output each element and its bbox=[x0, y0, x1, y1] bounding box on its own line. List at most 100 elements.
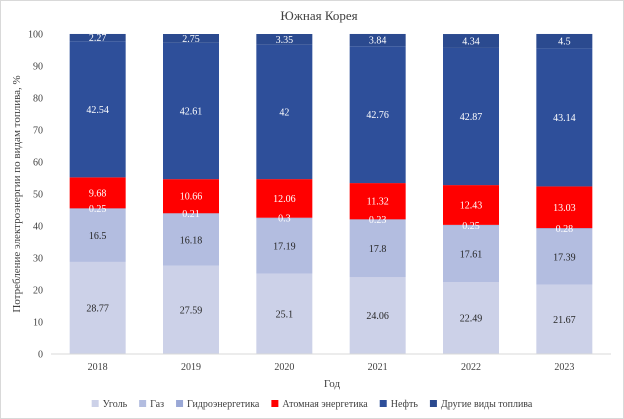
bar-segment bbox=[536, 33, 593, 49]
data-label: 3.84 bbox=[369, 36, 387, 47]
bar-segment bbox=[536, 229, 593, 285]
legend-swatch bbox=[176, 400, 184, 407]
bar-segment bbox=[443, 224, 499, 226]
bar-segment bbox=[349, 219, 406, 221]
x-axis-title: Год bbox=[324, 378, 341, 390]
data-label: 10.66 bbox=[180, 192, 203, 203]
data-label: 12.43 bbox=[460, 200, 483, 211]
bar-segment bbox=[443, 225, 499, 283]
data-label: 0.23 bbox=[369, 215, 387, 226]
data-label: 22.49 bbox=[460, 314, 483, 325]
y-tick-label: 20 bbox=[33, 286, 43, 297]
data-label: 42.54 bbox=[86, 105, 109, 116]
bar-segment bbox=[349, 183, 406, 220]
data-label: 9.68 bbox=[89, 188, 107, 199]
bar-segment bbox=[256, 34, 313, 45]
bar-segment bbox=[163, 265, 219, 354]
bar-segment bbox=[256, 44, 313, 180]
bar-segment bbox=[536, 48, 593, 187]
y-axis-title: Потребление электроэнергии по видам топл… bbox=[11, 75, 23, 312]
bar-segment bbox=[163, 213, 219, 266]
bar-segment bbox=[69, 209, 126, 262]
y-tick-label: 100 bbox=[28, 30, 43, 41]
y-tick-label: 30 bbox=[33, 254, 43, 265]
bar-segment bbox=[256, 218, 313, 274]
data-label: 43.14 bbox=[553, 113, 576, 124]
legend-label: Атомная энергетика bbox=[282, 399, 368, 410]
data-label: 3.35 bbox=[276, 35, 294, 46]
data-label: 17.39 bbox=[553, 252, 576, 263]
y-tick-label: 90 bbox=[33, 62, 43, 73]
data-label: 2.75 bbox=[182, 34, 200, 45]
y-tick-label: 0 bbox=[38, 350, 43, 361]
legend-label: Другие виды топлива bbox=[441, 399, 533, 410]
x-axis-ticks: 2018 2019 2020 2021 2022 2023 bbox=[88, 362, 575, 373]
bar-segment bbox=[536, 228, 593, 230]
data-label: 17.61 bbox=[460, 249, 483, 260]
data-label: 25.1 bbox=[276, 309, 294, 320]
x-tick-label: 2018 bbox=[88, 362, 108, 373]
data-label: 16.5 bbox=[89, 231, 107, 242]
data-label: 21.67 bbox=[553, 315, 576, 326]
bar-segment bbox=[443, 47, 499, 186]
chart-title: Южная Корея bbox=[280, 8, 357, 23]
legend-swatch bbox=[91, 400, 99, 407]
legend-swatch bbox=[139, 400, 147, 407]
bar-segment bbox=[443, 282, 499, 354]
bar-segment bbox=[256, 179, 313, 218]
data-label: 4.5 bbox=[558, 37, 571, 48]
legend-label: Гидроэнергетика bbox=[187, 399, 260, 410]
data-label: 42.61 bbox=[180, 106, 203, 117]
bar-segment bbox=[256, 217, 313, 219]
y-tick-label: 70 bbox=[33, 126, 43, 137]
data-label: 42 bbox=[279, 107, 289, 118]
data-label: 4.34 bbox=[462, 36, 480, 47]
legend-label: Уголь bbox=[103, 399, 128, 410]
bar-segment bbox=[349, 220, 406, 278]
bar-segment bbox=[536, 186, 593, 229]
bar-segment bbox=[69, 41, 126, 178]
x-tick-label: 2021 bbox=[368, 362, 388, 373]
data-label: 42.87 bbox=[460, 112, 483, 123]
x-tick-label: 2020 bbox=[274, 362, 294, 373]
data-labels: 28.77 16.5 0.25 9.68 42.54 2.27 27.59 16.18 0.21… bbox=[86, 33, 575, 326]
data-label: 24.06 bbox=[366, 311, 389, 322]
data-label: 0.21 bbox=[182, 209, 200, 220]
bar-segment bbox=[349, 33, 406, 47]
legend-label: Газ bbox=[150, 399, 164, 410]
data-label: 28.77 bbox=[86, 303, 109, 314]
bar-segment bbox=[69, 177, 126, 209]
data-label: 0.25 bbox=[89, 204, 107, 215]
legend-swatch bbox=[429, 400, 437, 407]
y-tick-label: 40 bbox=[33, 222, 43, 233]
data-label: 27.59 bbox=[180, 305, 203, 316]
x-tick-label: 2019 bbox=[181, 362, 201, 373]
bar-segment bbox=[536, 284, 593, 354]
legend-label: Нефть bbox=[391, 399, 419, 410]
y-tick-label: 10 bbox=[33, 318, 43, 329]
bar-segment bbox=[69, 208, 126, 210]
data-label: 0.3 bbox=[278, 214, 291, 225]
bar-segment bbox=[69, 261, 126, 354]
bar-segment bbox=[349, 277, 406, 354]
data-label: 0.25 bbox=[462, 221, 480, 232]
data-label: 42.76 bbox=[366, 110, 389, 121]
data-label: 11.32 bbox=[367, 197, 389, 208]
bar-segment bbox=[443, 185, 499, 225]
data-label: 12.06 bbox=[273, 194, 296, 205]
legend-swatch bbox=[271, 400, 279, 407]
bar-segment bbox=[443, 34, 499, 48]
data-label: 17.8 bbox=[369, 244, 387, 255]
bar-segments bbox=[69, 33, 593, 354]
bar-segment bbox=[163, 42, 219, 180]
data-label: 16.18 bbox=[180, 235, 203, 246]
data-label: 13.03 bbox=[553, 203, 576, 214]
bar-segment bbox=[163, 34, 219, 43]
data-label: 0.28 bbox=[556, 224, 574, 235]
data-label: 2.27 bbox=[89, 33, 107, 44]
bar-segment bbox=[256, 273, 313, 354]
x-tick-label: 2023 bbox=[554, 362, 574, 373]
y-axis-ticks: 0 10 20 30 40 50 60 70 80 90 100 bbox=[28, 30, 43, 361]
legend-swatch bbox=[379, 400, 387, 407]
